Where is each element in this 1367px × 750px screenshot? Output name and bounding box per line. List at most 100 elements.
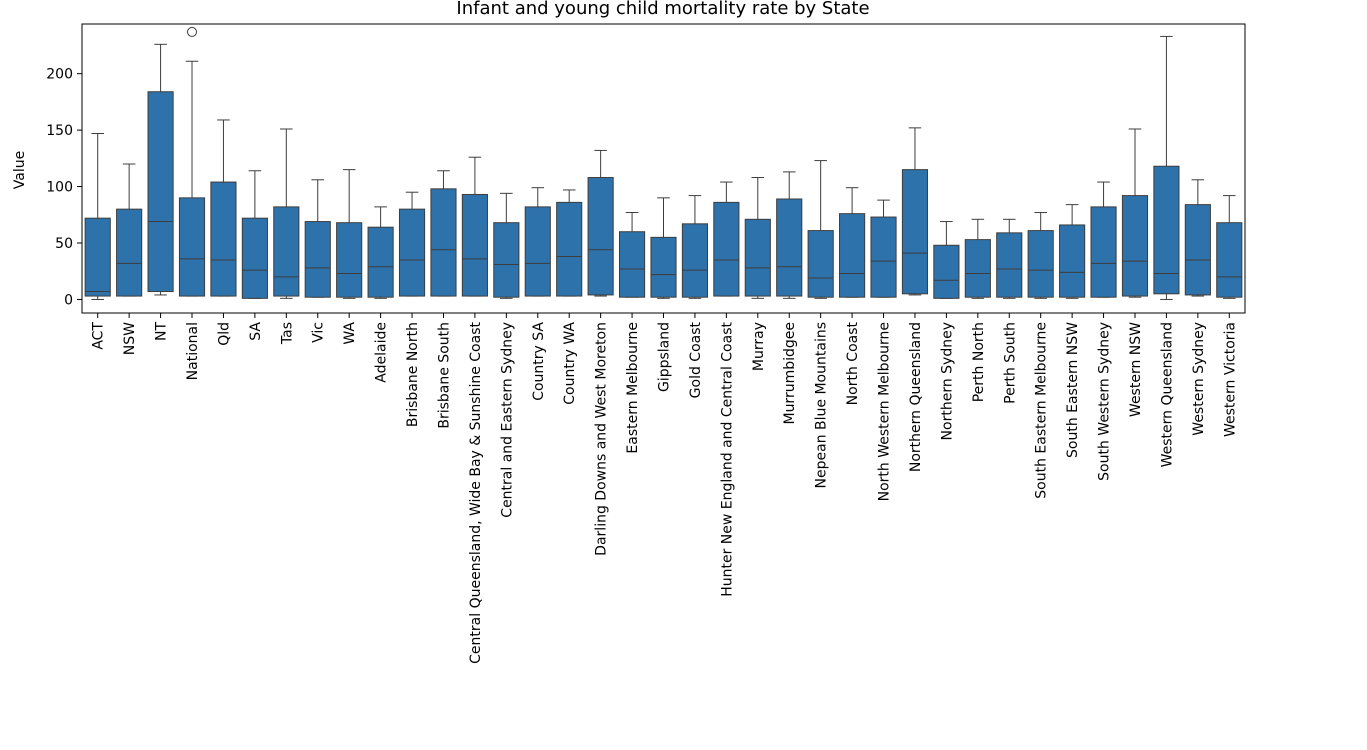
box-15 [557,190,582,296]
x-tick-label: Vic [311,322,327,343]
x-tick-label: Perth South [1002,322,1018,404]
box-iqr [588,178,613,295]
box-iqr [494,223,519,298]
box-23 [808,161,833,299]
box-iqr [1028,231,1053,298]
y-axis-label: Value [12,151,28,189]
box-iqr [840,214,865,298]
box-iqr [1217,223,1242,298]
box-29 [997,219,1022,298]
y-tick-label: 50 [55,236,73,252]
x-tick-label: SA [248,322,264,341]
box-5 [242,171,267,299]
x-tick-label: North Coast [845,321,861,405]
box-13 [494,193,519,298]
box-28 [965,219,990,298]
x-axis: ACTNSWNTNationalQldSATasVicWAAdelaideBri… [91,313,1239,664]
x-tick-label: Country SA [531,322,547,401]
x-tick-label: Murrumbidgee [782,322,798,425]
box-iqr [871,217,896,297]
x-tick-label: Central and Eastern Sydney [499,322,515,518]
y-tick-label: 150 [46,123,73,139]
box-31 [1060,205,1085,299]
x-tick-label: Central Queensland, Wide Bay & Sunshine … [468,322,484,664]
box-26 [902,128,927,295]
box-20 [714,182,739,296]
x-tick-label: Adelaide [374,322,390,383]
box-2 [148,44,173,295]
x-tick-label: Gold Coast [688,321,704,398]
y-tick-label: 0 [64,292,73,308]
chart-title: Infant and young child mortality rate by… [456,0,869,19]
box-34 [1154,36,1179,299]
box-iqr [525,207,550,296]
box-iqr [997,233,1022,297]
box-iqr [1154,166,1179,294]
box-1 [117,164,142,296]
x-tick-label: NT [154,322,170,341]
box-iqr [399,209,424,296]
box-iqr [368,227,393,297]
box-iqr [431,189,456,296]
x-tick-label: South Western Sydney [1097,322,1113,481]
box-iqr [1122,196,1147,296]
x-tick-label: South Eastern Melbourne [1034,322,1050,499]
x-tick-label: Murray [751,322,767,371]
x-tick-label: Western NSW [1128,322,1144,417]
outlier-point [188,27,197,36]
box-6 [274,129,299,298]
box-iqr [557,202,582,296]
box-25 [871,200,896,297]
boxes-group [85,27,1242,299]
x-tick-label: Western Queensland [1159,322,1175,467]
box-9 [368,207,393,298]
y-tick-label: 200 [46,67,73,83]
box-iqr [714,202,739,296]
x-tick-label: Northern Sydney [939,322,955,440]
x-tick-label: Western Sydney [1191,322,1207,436]
x-tick-label: Gippsland [657,322,673,392]
box-21 [745,178,770,299]
box-iqr [1185,205,1210,295]
box-27 [934,222,959,299]
x-tick-label: Tas [279,322,295,345]
box-19 [682,196,707,299]
x-tick-label: ACT [91,322,107,350]
x-tick-label: Brisbane North [405,322,421,427]
box-iqr [117,209,142,296]
box-iqr [462,194,487,296]
box-iqr [274,207,299,296]
box-22 [777,172,802,298]
box-33 [1122,129,1147,297]
x-tick-label: Eastern Melbourne [625,322,641,454]
box-8 [337,170,362,299]
box-12 [462,157,487,296]
x-tick-label: North Western Melbourne [877,322,893,501]
box-10 [399,192,424,296]
box-7 [305,180,330,297]
box-35 [1185,180,1210,296]
box-30 [1028,213,1053,299]
box-iqr [148,92,173,292]
x-tick-label: South Eastern NSW [1065,322,1081,458]
box-iqr [337,223,362,298]
box-iqr [305,222,330,298]
box-iqr [179,198,204,296]
box-iqr [651,237,676,297]
y-tick-label: 100 [46,180,73,196]
box-iqr [745,219,770,296]
box-24 [840,188,865,298]
x-tick-label: National [185,322,201,380]
box-iqr [1091,207,1116,297]
x-tick-label: Nepean Blue Mountains [814,322,830,488]
y-axis: 0 50 100 150 200 [46,67,82,309]
box-iqr [1060,225,1085,297]
x-tick-label: Western Victoria [1222,322,1238,437]
x-tick-label: NSW [122,322,138,355]
x-tick-label: WA [342,322,358,345]
box-iqr [682,224,707,297]
box-iqr [619,232,644,297]
box-16 [588,150,613,296]
box-18 [651,198,676,298]
